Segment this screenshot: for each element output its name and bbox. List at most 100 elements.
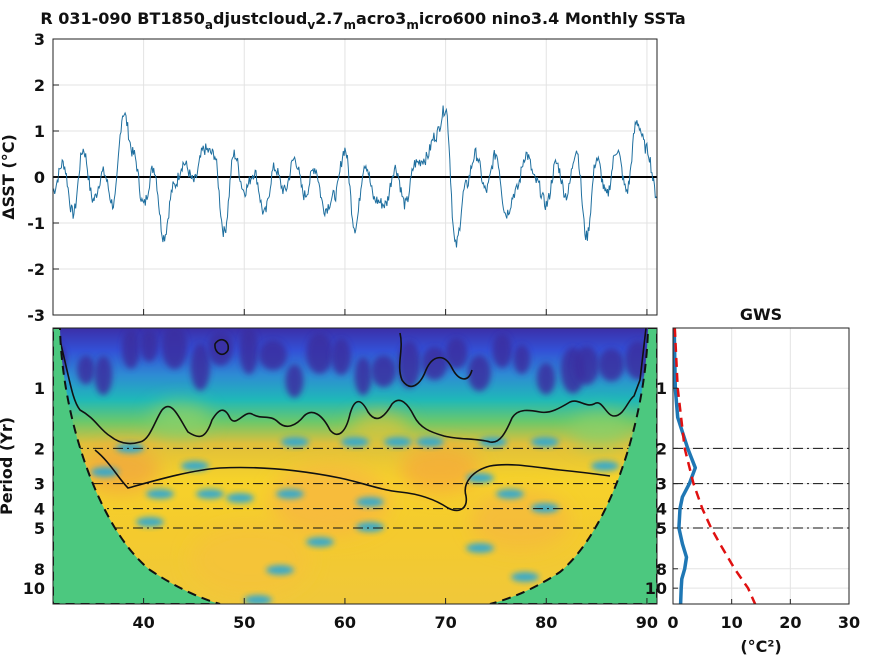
cone-of-influence-left [53, 328, 221, 604]
wavelet-low-power-spots [53, 328, 652, 604]
gws-frame [672, 327, 850, 605]
title-subscript: m [344, 18, 357, 32]
low-power-spot [341, 437, 369, 447]
wavelet-ticks: 1 2 3 45 810 40 50 60 70 80 90 [23, 379, 658, 632]
cone-of-influence-right [489, 328, 657, 604]
low-power-spot [226, 493, 254, 503]
reference-period-lines [53, 447, 657, 529]
significance-contour-tertiary [398, 332, 473, 388]
timeseries-ytick-label: -1 [27, 214, 45, 233]
wavelet-ytick-label: 10 [23, 579, 45, 598]
wavelet-ylabel: Period (Yr) [0, 417, 16, 515]
gws-xtick-label: 20 [779, 613, 801, 632]
low-power-spot [598, 348, 625, 382]
gws-title: GWS [740, 305, 782, 324]
low-power-spot [467, 355, 491, 392]
low-power-spot [136, 517, 164, 527]
low-power-spot [371, 355, 396, 388]
low-power-spot [466, 543, 494, 553]
low-power-spot [445, 337, 468, 369]
wavelet-ytick-label: 2 [34, 439, 45, 458]
timeseries-ytick-label: 0 [34, 168, 45, 187]
wavelet-frame [52, 327, 658, 605]
low-power-spot [281, 437, 309, 447]
timeseries-ytick-label: 2 [34, 76, 45, 95]
wavelet-xtick-label: 50 [233, 613, 255, 632]
power-blob [470, 490, 570, 550]
wavelet-ytick-label: 3 [34, 475, 45, 494]
title-subscript: v [307, 18, 315, 32]
gws-significance-curve [673, 328, 757, 604]
wavelet-xtick-label: 70 [434, 613, 456, 632]
low-power-spot [276, 489, 304, 499]
gws-plot-area [673, 328, 849, 604]
low-power-spot [161, 328, 188, 370]
low-power-spot [196, 489, 224, 499]
chart-title: R 031-090 BT1850adjustcloudv2.7macro3mic… [40, 9, 685, 32]
wavelet-xtick-label: 40 [132, 613, 154, 632]
low-power-spot [511, 572, 539, 582]
gws-xtick-label: 10 [721, 613, 743, 632]
low-power-spot [354, 357, 372, 396]
gws-reference-lines [673, 447, 849, 529]
gws-xtick-label: 30 [838, 613, 860, 632]
low-power-spot [416, 437, 444, 447]
low-power-spot [531, 437, 559, 447]
power-blob [270, 464, 390, 536]
low-power-spot [531, 503, 559, 513]
low-power-spot [181, 461, 209, 471]
low-power-spot [91, 467, 119, 477]
title-subscript: a [205, 18, 213, 32]
low-power-spot [121, 329, 140, 369]
gws-ytick-label: 3 [656, 475, 667, 494]
low-power-spot [356, 497, 384, 507]
significance-contour-secondary [94, 449, 611, 512]
low-power-spot [421, 346, 448, 381]
timeseries-ylabel: ΔSST (°C) [0, 134, 18, 220]
low-power-spot [208, 332, 233, 366]
gws-ytick-label: 8 [656, 560, 667, 579]
low-power-spot [573, 346, 600, 385]
low-power-spot [259, 340, 287, 371]
low-power-spot [496, 489, 524, 499]
wavelet-ytick-label: 8 [34, 560, 45, 579]
low-power-spot [140, 329, 159, 362]
title-part: 2.7 [315, 9, 343, 28]
low-power-spot [94, 355, 113, 396]
gws-ytick-label: 1 [656, 379, 667, 398]
wavelet-ytick-label: 1 [34, 379, 45, 398]
low-power-spot [591, 461, 619, 471]
gws-xtick-label: 0 [667, 613, 678, 632]
timeseries-ytick-label: 1 [34, 122, 45, 141]
low-power-spot [513, 344, 531, 374]
sst-anomaly-series [53, 105, 657, 248]
wavelet-ytick-label: 5 [34, 519, 45, 538]
gws-power-curve [673, 328, 698, 604]
low-power-spot [116, 443, 144, 453]
gws-ytick-label: 2 [656, 439, 667, 458]
low-power-spot [306, 332, 333, 374]
wavelet-panel: 1 2 3 45 810 40 50 60 70 80 90 Period (Yr) [0, 327, 658, 632]
title-part: acro3 [356, 9, 406, 28]
wavelet-power-variation [80, 402, 630, 596]
wavelet-xtick-label: 90 [636, 613, 658, 632]
gws-ytick-label: 5 [656, 519, 667, 538]
power-blob [400, 446, 480, 494]
low-power-spot [306, 537, 334, 547]
gws-xlabel: (°C²) [740, 637, 781, 656]
low-power-spot [239, 328, 259, 375]
low-power-spot [356, 522, 384, 532]
title-part: icro600 nino3.4 Monthly SSTa [419, 9, 686, 28]
timeseries-ytick-label: -3 [27, 306, 45, 325]
low-power-spot [146, 489, 174, 499]
timeseries-yticks: 3 2 1 0 -1 -2 -3 [27, 30, 648, 325]
low-power-spot [331, 338, 351, 376]
timeseries-ytick-label: -2 [27, 260, 45, 279]
low-power-spot [397, 340, 421, 389]
low-power-spot [77, 355, 95, 385]
power-blob [80, 446, 160, 494]
timeseries-ytick-label: 3 [34, 30, 45, 49]
